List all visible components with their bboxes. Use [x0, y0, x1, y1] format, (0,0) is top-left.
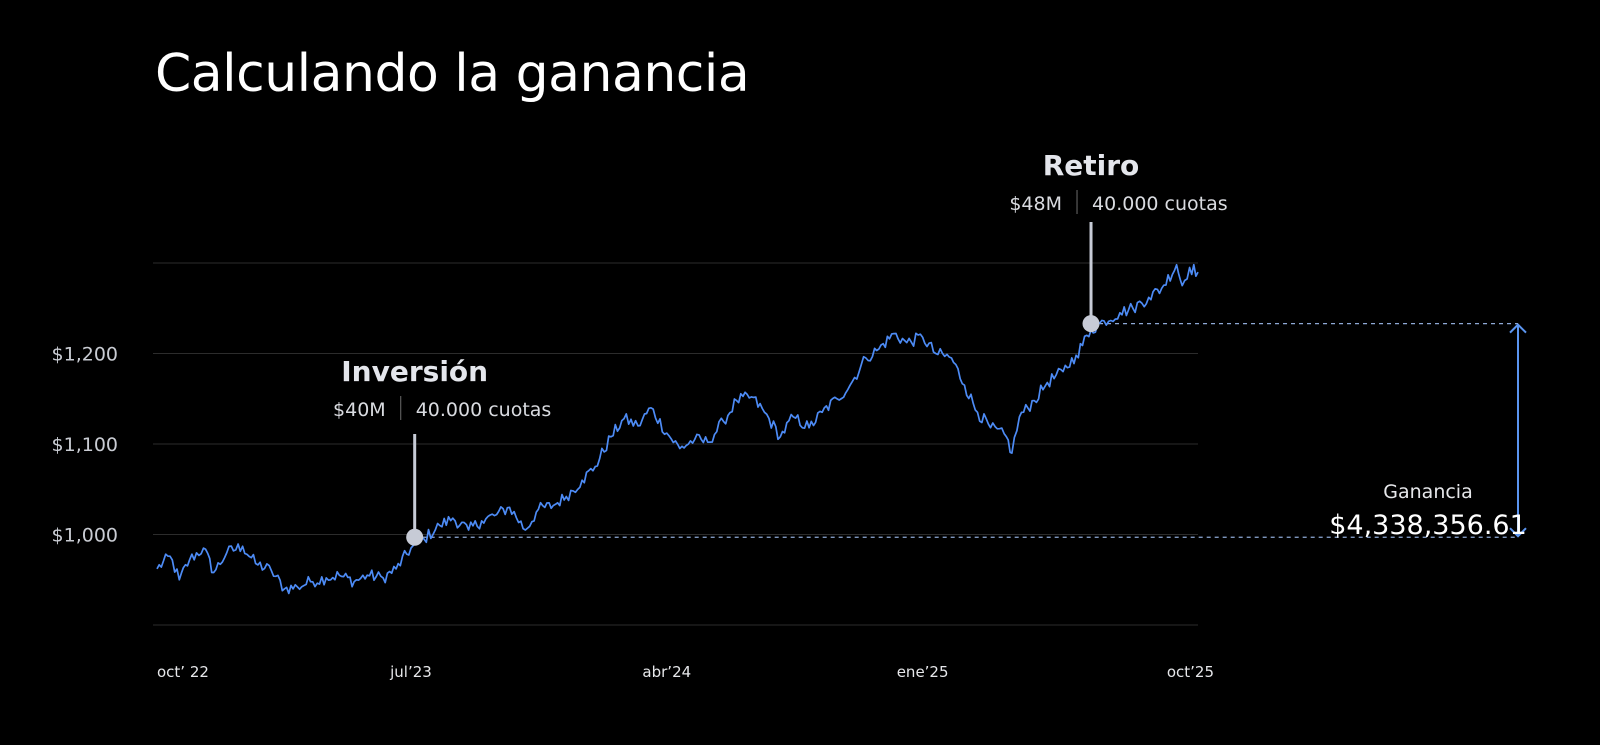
series-line	[156, 263, 1199, 595]
series-layer	[156, 263, 1199, 595]
withdrawal-marker	[1082, 315, 1100, 333]
gain-label: Ganancia	[1383, 481, 1472, 503]
x-tick-label: oct’ 22	[157, 663, 209, 681]
x-tick-label: ene’25	[897, 663, 949, 681]
x-tick-label: jul’23	[389, 663, 432, 681]
withdrawal-shares: 40.000 cuotas	[1092, 193, 1228, 215]
grid-lines	[153, 262, 1198, 626]
gain-value: $4,338,356.61	[1329, 510, 1527, 541]
investment-shares: 40.000 cuotas	[416, 399, 552, 421]
withdrawal-amount: $48M	[1009, 193, 1062, 215]
y-axis-ticks: $1,000 $1,100 $1,200	[52, 344, 118, 547]
gain-arrow-head-bottom	[1509, 527, 1527, 538]
investment-amount: $40M	[333, 399, 386, 421]
y-tick-label: $1,100	[52, 434, 118, 456]
gain-arrow-head-top	[1509, 323, 1527, 334]
investment-marker	[406, 528, 424, 546]
x-axis-ticks: oct’ 22 jul’23 abr’24 ene’25 oct’25	[157, 663, 1214, 681]
y-tick-label: $1,200	[52, 344, 118, 366]
reference-lines	[414, 323, 1518, 538]
y-tick-label: $1,000	[52, 525, 118, 547]
withdrawal-title: Retiro	[1043, 149, 1140, 182]
page-title: Calculando la ganancia	[155, 44, 750, 104]
annotations: Inversión $40M 40.000 cuotas Retiro $48M 40.0…	[333, 149, 1527, 546]
investment-title: Inversión	[341, 355, 488, 388]
x-tick-label: abr’24	[642, 663, 691, 681]
x-tick-label: oct’25	[1167, 663, 1214, 681]
